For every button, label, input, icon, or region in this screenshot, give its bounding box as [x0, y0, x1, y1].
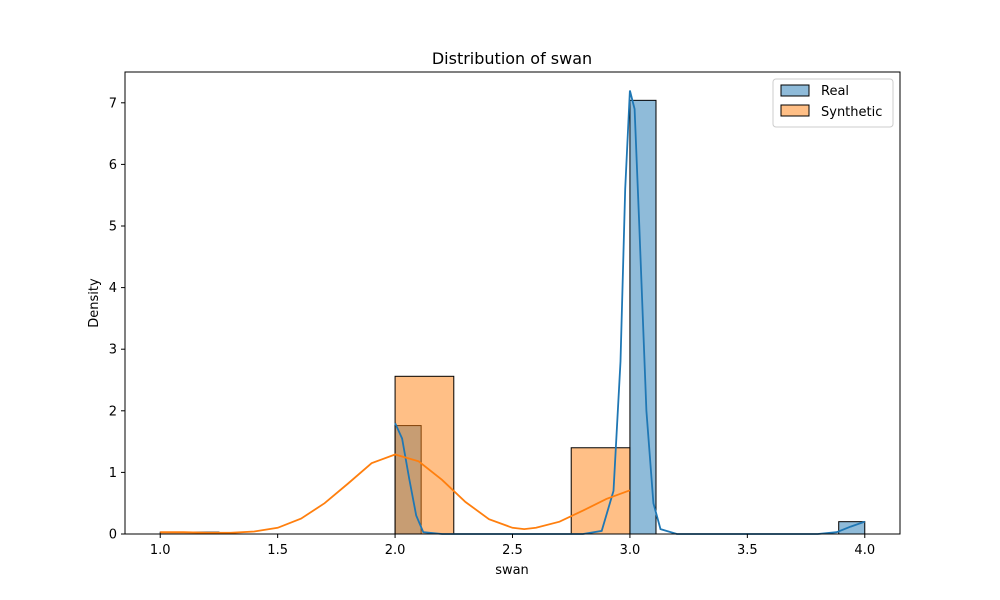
legend-swatch-real: [780, 84, 810, 97]
plot-frame: [124, 71, 901, 535]
x-tick-label: 1.5: [267, 543, 288, 558]
y-tick-label: 3: [109, 343, 117, 358]
y-tick-label: 4: [109, 281, 117, 296]
x-tick-label: 4.0: [854, 543, 875, 558]
synthetic-kde-line: [160, 453, 631, 534]
synthetic-bar-4: [394, 375, 455, 535]
kde-lines: [160, 90, 866, 535]
chart-title: Distribution of swan: [432, 49, 592, 68]
synthetic-bar-7: [570, 447, 631, 535]
y-tick-label: 0: [109, 528, 117, 543]
y-axis: 0 1 2 3 4 5 6 7: [109, 96, 125, 543]
x-tick-label: 3.0: [620, 543, 641, 558]
legend-label-real: Real: [821, 84, 849, 99]
x-tick-label: 2.0: [385, 543, 406, 558]
x-axis-label: swan: [495, 563, 529, 578]
y-tick-label: 1: [109, 466, 117, 481]
x-tick-label: 3.5: [737, 543, 758, 558]
y-tick-label: 6: [109, 158, 117, 173]
y-tick-label: 7: [109, 96, 117, 111]
y-axis-label: Density: [87, 278, 102, 328]
x-axis: 1.0 1.5 2.0 2.5 3.0 3.5 4.0: [150, 534, 875, 558]
x-tick-label: 1.0: [150, 543, 171, 558]
legend: Real Synthetic: [772, 78, 894, 128]
y-tick-label: 2: [109, 404, 117, 419]
legend-label-synthetic: Synthetic: [821, 105, 882, 120]
legend-swatch-synthetic: [780, 104, 810, 117]
x-tick-label: 2.5: [502, 543, 523, 558]
y-tick-label: 5: [109, 220, 117, 235]
